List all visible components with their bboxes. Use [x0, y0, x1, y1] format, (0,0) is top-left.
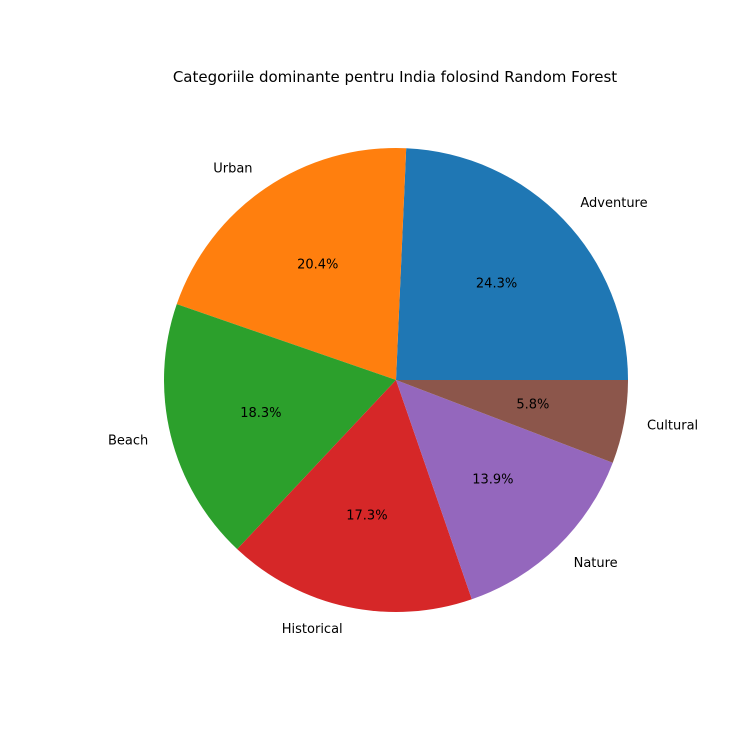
percent-label-historical: 17.3%: [346, 509, 387, 524]
percent-label-cultural: 5.8%: [516, 398, 549, 413]
chart-title: Categoriile dominante pentru India folos…: [173, 68, 617, 86]
slice-label-adventure: Adventure: [580, 196, 647, 211]
slice-label-urban: Urban: [213, 161, 252, 176]
pie-slice-nature: [396, 380, 613, 600]
pie-slice-beach: [164, 304, 396, 550]
percent-label-nature: 13.9%: [472, 472, 513, 487]
pie-slice-urban: [176, 147, 407, 380]
slice-label-beach: Beach: [108, 434, 148, 449]
slice-label-nature: Nature: [574, 556, 618, 571]
slice-label-cultural: Cultural: [647, 419, 698, 434]
pie-slices: [164, 147, 629, 612]
slice-label-historical: Historical: [282, 622, 343, 637]
percent-label-adventure: 24.3%: [476, 276, 517, 291]
percent-label-beach: 18.3%: [240, 406, 281, 421]
percent-label-urban: 20.4%: [297, 257, 338, 272]
pie-slice-adventure: [396, 148, 629, 380]
pie-slice-historical: [237, 380, 472, 612]
percent-labels: 24.3% 20.4% 18.3% 17.3% 13.9% 5.8%: [240, 257, 549, 523]
pie-slice-cultural: [396, 380, 628, 463]
slice-labels: Adventure Urban Beach Historical Nature Cultu…: [108, 161, 698, 637]
